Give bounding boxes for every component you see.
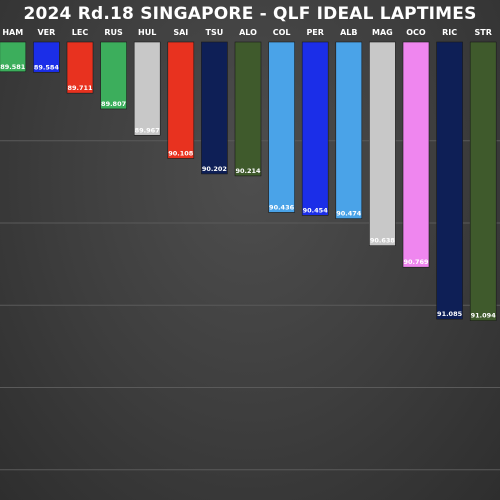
- tick-label-rus: RUS: [104, 28, 123, 37]
- bars-layer: [0, 41, 497, 321]
- bar-col: [268, 41, 295, 213]
- tick-label-tsu: TSU: [206, 28, 224, 37]
- data-label-hul: 89.967: [135, 126, 160, 134]
- bar-sai: [167, 41, 195, 159]
- bar-ver: [33, 41, 60, 73]
- data-label-ver: 89.584: [34, 63, 60, 71]
- bar-hul: [133, 41, 161, 136]
- data-label-lec: 89.711: [67, 84, 93, 92]
- tick-label-mag: MAG: [372, 28, 393, 37]
- data-label-alo: 90.214: [235, 167, 261, 175]
- bar-ham: [0, 41, 27, 73]
- data-label-ric: 91.085: [437, 310, 463, 318]
- bar-alo: [234, 41, 262, 177]
- bar-str: [469, 41, 497, 321]
- tick-label-hul: HUL: [138, 28, 156, 37]
- bar-rus: [100, 41, 127, 110]
- data-label-oco: 90.769: [403, 258, 429, 266]
- bar-oco: [402, 41, 430, 268]
- data-label-tsu: 90.202: [202, 165, 227, 173]
- bar-per: [301, 41, 329, 216]
- data-label-rus: 89.807: [101, 100, 126, 108]
- data-label-sai: 90.108: [168, 149, 194, 157]
- data-label-alb: 90.474: [336, 210, 362, 218]
- data-label-mag: 90.638: [370, 237, 396, 245]
- bar-tsu: [201, 41, 228, 175]
- data-label-col: 90.436: [269, 203, 295, 211]
- tick-label-alb: ALB: [340, 28, 357, 37]
- tick-label-ver: VER: [37, 28, 55, 37]
- tick-label-col: COL: [273, 28, 291, 37]
- data-labels: 89.581 89.584 89.711 89.807 89.967 90.108 90.2…: [0, 63, 496, 320]
- data-label-str: 91.094: [471, 312, 497, 320]
- data-label-per: 90.454: [303, 206, 329, 214]
- bar-alb: [335, 41, 363, 219]
- tick-label-ric: RIC: [442, 28, 457, 37]
- bar-mag: [369, 41, 396, 246]
- tick-label-sai: SAI: [173, 28, 188, 37]
- tick-label-alo: ALO: [239, 28, 257, 37]
- tick-label-str: STR: [475, 28, 492, 37]
- tick-label-ham: HAM: [2, 28, 23, 37]
- tick-label-per: PER: [306, 28, 324, 37]
- tick-labels: HAM VER LEC RUS HUL SAI TSU ALO COL PER ALB MAG OCO R…: [2, 28, 492, 37]
- bar-lec: [66, 41, 94, 94]
- chart-title: 2024 Rd.18 SINGAPORE - QLF IDEAL LAPTIME…: [23, 4, 477, 24]
- tick-label-lec: LEC: [72, 28, 89, 37]
- bar-ric: [436, 41, 463, 320]
- tick-label-oco: OCO: [406, 28, 426, 37]
- data-label-ham: 89.581: [0, 63, 26, 71]
